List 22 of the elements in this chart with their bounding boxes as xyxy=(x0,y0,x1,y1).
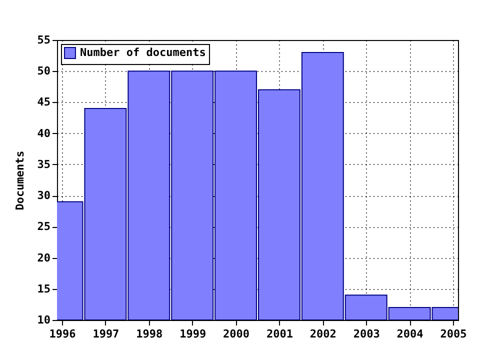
y-tick-label: 20 xyxy=(37,251,50,264)
y-tick-label: 45 xyxy=(37,96,50,109)
x-tick-label: 1997 xyxy=(92,328,120,340)
x-tick-label: 2000 xyxy=(223,328,250,340)
y-tick-label: 30 xyxy=(37,189,50,202)
legend-label: Number of documents xyxy=(80,46,206,59)
y-tick-label: 50 xyxy=(37,64,50,78)
x-tick-label: 1996 xyxy=(49,328,76,340)
y-tick-label: 40 xyxy=(37,126,50,140)
y-axis-title: Documents xyxy=(13,150,26,210)
x-tick-label: 2003 xyxy=(353,328,380,340)
x-tick-label: 1998 xyxy=(136,328,163,340)
x-tick-label: 1999 xyxy=(180,328,206,340)
x-tick-label: 2001 xyxy=(266,328,294,340)
y-tick-label: 35 xyxy=(37,158,50,171)
x-tick-label: 2005 xyxy=(440,328,467,340)
y-tick-label: 25 xyxy=(37,220,50,234)
y-tick-label: 10 xyxy=(37,314,50,326)
y-tick-label: 55 xyxy=(37,34,50,46)
x-tick-label: 2002 xyxy=(310,328,336,340)
x-tick-label: 2004 xyxy=(396,328,424,340)
y-tick-label: 15 xyxy=(37,282,50,296)
